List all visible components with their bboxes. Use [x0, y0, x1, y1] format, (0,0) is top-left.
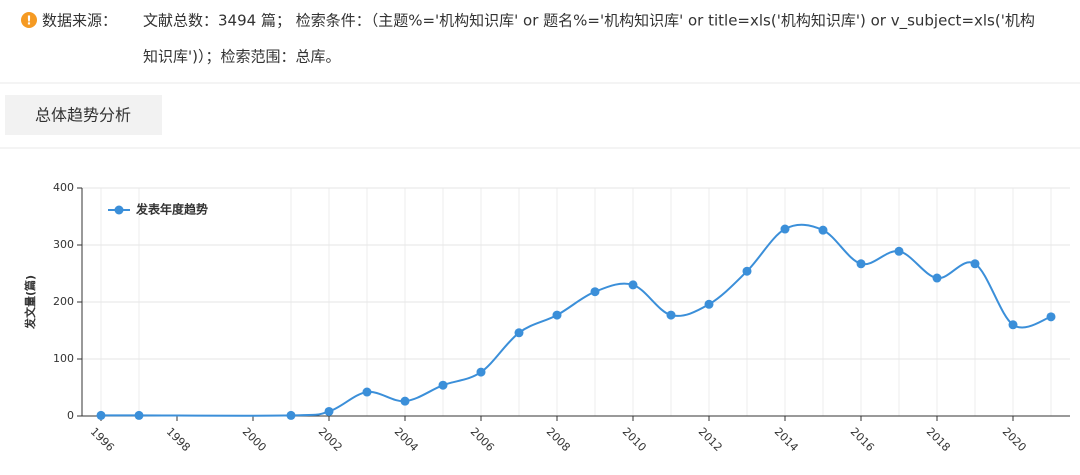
- data-point: [476, 367, 486, 377]
- y-tick-label: 0: [67, 409, 74, 422]
- x-tick-label: 1996: [88, 425, 117, 454]
- x-tick-label: 2000: [240, 425, 269, 454]
- data-point: [400, 396, 410, 406]
- x-tick-label: 2016: [848, 425, 877, 454]
- tab-label[interactable]: 总体趋势分析: [35, 106, 131, 125]
- source-text: 知识库')）；检索范围：总库。: [143, 48, 340, 66]
- y-tick-label: 200: [53, 295, 74, 308]
- data-point: [894, 246, 904, 256]
- x-tick-label: 1998: [164, 425, 193, 454]
- x-tick-label: 2012: [696, 425, 725, 454]
- data-point: [362, 387, 372, 397]
- y-tick-label: 400: [53, 181, 74, 194]
- data-point: [970, 259, 980, 269]
- data-point: [780, 224, 790, 234]
- data-point: [134, 410, 144, 420]
- data-point: [1046, 312, 1056, 322]
- source-label: 数据来源：: [42, 12, 117, 30]
- x-tick-label: 2020: [1000, 425, 1029, 454]
- x-tick-label: 2010: [620, 425, 649, 454]
- x-tick-label: 2014: [772, 425, 801, 454]
- data-point: [514, 328, 524, 338]
- data-point: [742, 266, 752, 276]
- x-tick-label: 2018: [924, 425, 953, 454]
- data-point: [628, 280, 638, 290]
- x-tick-label: 2008: [544, 425, 573, 454]
- y-axis-label: 发文量(篇): [23, 275, 37, 330]
- data-point: [590, 287, 600, 297]
- data-point: [438, 380, 448, 390]
- data-point: [1008, 320, 1018, 330]
- data-point: [704, 299, 714, 309]
- legend-marker: [114, 205, 124, 215]
- x-tick-label: 2006: [468, 425, 497, 454]
- y-tick-label: 300: [53, 238, 74, 251]
- data-point: [324, 406, 334, 416]
- data-point: [856, 259, 866, 269]
- data-point: [552, 310, 562, 320]
- info-icon: [21, 12, 37, 28]
- y-tick-label: 100: [53, 352, 74, 365]
- tab[interactable]: [5, 95, 162, 135]
- data-point: [818, 225, 828, 235]
- source-text: 文献总数：3494 篇； 检索条件：（主题%='机构知识库' or 题名%='机…: [143, 12, 1035, 31]
- data-point: [96, 410, 106, 420]
- x-tick-label: 2004: [392, 425, 421, 454]
- data-point: [666, 310, 676, 320]
- legend-label: 发表年度趋势: [135, 202, 208, 217]
- data-point: [932, 273, 942, 283]
- series-line: [101, 223, 1052, 417]
- x-tick-label: 2002: [316, 425, 345, 454]
- info-icon-mark: !: [26, 14, 31, 28]
- data-point: [286, 410, 296, 420]
